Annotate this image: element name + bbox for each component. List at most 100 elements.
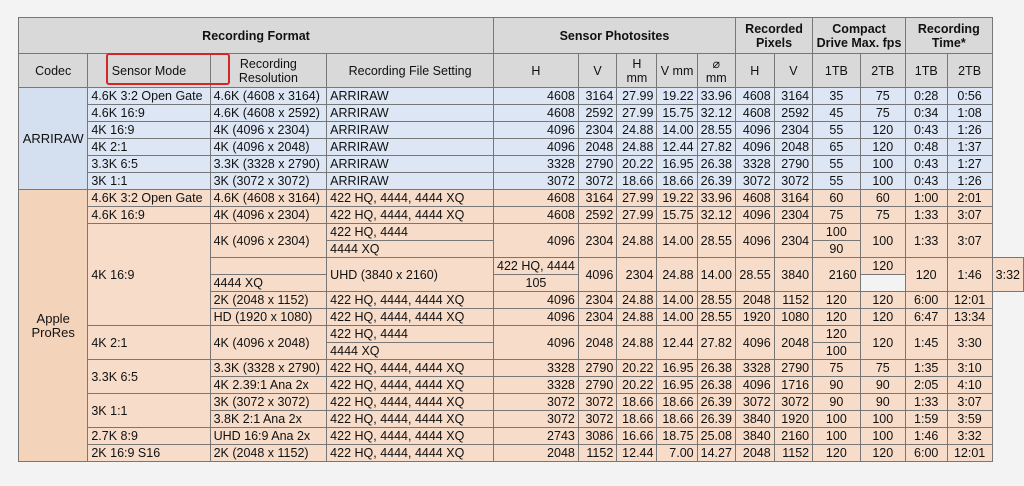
time-1tb-cell: 1:33	[904, 206, 948, 224]
photosites-v-mm-cell: 15.75	[656, 104, 698, 122]
sensor-mode-cell: 4K 16:9	[87, 121, 211, 139]
table-row: ARRIRAW 4.6K 3:2 Open Gate 4.6K (4608 x 31…	[17, 87, 1024, 190]
time-2tb-cell: 3:10	[946, 359, 993, 377]
time-2tb-cell: 3:30	[946, 325, 993, 360]
pixels-v-cell: 3164	[773, 189, 814, 207]
table-row: 4K 2:1 4K (4096 x 2048) ARRIRAW 4096 2048 24.…	[19, 138, 1024, 156]
fps-2tb-cell: 90	[859, 376, 906, 394]
time-2tb-cell: 3:07	[946, 206, 993, 224]
photosites-h-cell: 4608	[493, 87, 579, 105]
photosites-h-cell: 2048	[493, 444, 579, 462]
recording-resolution-cell: 4K 2.39:1 Ana 2x	[209, 376, 328, 394]
sensor-mode-cell: 4K 2:1	[87, 325, 211, 360]
fps-1tb-cell: 90	[812, 376, 861, 394]
photosites-h-cell: 4096	[493, 223, 579, 258]
sensor-mode-header: Sensor Mode	[87, 53, 211, 88]
photosites-diameter-cell: 26.38	[696, 155, 736, 173]
table-row: 4444 XQ 100	[19, 342, 1024, 360]
pixels-v-cell: 2790	[773, 155, 814, 173]
photosites-h-cell: 4096	[493, 138, 579, 156]
codec-apple-prores: Apple ProRes	[17, 189, 89, 462]
photosites-v-mm-cell: 14.00	[656, 291, 698, 309]
photosites-h-mm-cell: 20.22	[616, 155, 658, 173]
photosites-h-mm-cell: 24.88	[616, 325, 658, 360]
file-setting-cell: 4444 XQ	[326, 342, 495, 360]
time-1tb-cell: 1:59	[904, 410, 948, 428]
time-2tb-cell: 13:34	[946, 308, 993, 326]
pixels-h-cell: 4608	[734, 189, 775, 207]
recording-resolution-cell: UHD 16:9 Ana 2x	[209, 427, 328, 445]
time-1tb-cell: 6:00	[904, 444, 948, 462]
photosites-v-cell: 2304	[577, 308, 618, 326]
photosites-h-mm-cell: 18.66	[616, 393, 658, 411]
photosites-diameter-cell: 26.38	[696, 376, 736, 394]
recording-resolution-cell: 4K (4096 x 2048)	[209, 325, 328, 360]
fps-2tb-cell: 120	[859, 325, 906, 360]
pixels-v-header: V	[773, 53, 814, 88]
time-2tb-cell: 2:01	[946, 189, 993, 207]
table-row: UHD (3840 x 2160) 422 HQ, 4444 4096 2304 24.…	[19, 257, 1024, 292]
file-setting-cell: ARRIRAW	[326, 87, 495, 105]
photosites-v-mm-cell: 18.75	[656, 427, 698, 445]
codec-arriraw: ARRIRAW	[17, 87, 89, 190]
photosites-h-cell: 3072	[493, 393, 579, 411]
photosites-v-cell: 2592	[577, 206, 618, 224]
recording-resolution-cell: 2K (2048 x 1152)	[209, 444, 328, 462]
recording-resolution-cell: HD (1920 x 1080)	[209, 308, 328, 326]
photosites-h-mm-cell: 24.88	[616, 121, 658, 139]
time-1tb-cell: 0:28	[904, 87, 948, 105]
photosites-h-cell: 3328	[493, 359, 579, 377]
photosites-v-mm-header: V mm	[656, 53, 698, 88]
pixels-v-cell: 2790	[773, 359, 814, 377]
fps-2tb-header: 2TB	[859, 53, 906, 88]
fps-1tb-cell: 55	[812, 172, 861, 190]
fps-1tb-cell: 75	[812, 206, 861, 224]
photosites-diameter-cell: 27.82	[696, 138, 736, 156]
recording-time-header: Recording Time*	[904, 17, 993, 54]
pixels-v-cell: 1152	[773, 444, 814, 462]
sensor-mode-cell: 4.6K 3:2 Open Gate	[87, 87, 211, 105]
photosites-h-cell: 4608	[493, 104, 579, 122]
photosites-v-cell: 2592	[577, 104, 618, 122]
time-1tb-cell: 6:47	[904, 308, 948, 326]
fps-1tb-cell: 60	[812, 189, 861, 207]
fps-1tb-cell: 90	[812, 240, 861, 258]
pixels-v-cell: 2048	[773, 325, 814, 360]
pixels-v-cell: 2592	[773, 104, 814, 122]
photosites-h-cell: 4096	[493, 325, 579, 360]
time-1tb-cell: 1:46	[904, 427, 948, 445]
time-2tb-cell: 3:07	[946, 223, 993, 258]
photosites-h-mm-cell: 24.88	[656, 257, 698, 292]
file-setting-cell: 422 HQ, 4444, 4444 XQ	[326, 189, 495, 207]
pixels-v-cell: 1716	[773, 376, 814, 394]
recording-resolution-cell: 4K (4096 x 2304)	[209, 206, 328, 224]
photosites-v-cell: 3086	[577, 427, 618, 445]
pixels-h-cell: 2048	[734, 291, 775, 309]
fps-2tb-cell: 120	[859, 291, 906, 309]
pixels-v-cell: 2048	[773, 138, 814, 156]
fps-1tb-cell: 120	[859, 257, 906, 275]
time-1tb-cell: 1:33	[904, 223, 948, 258]
pixels-h-cell: 4096	[734, 206, 775, 224]
time-2tb-cell: 4:10	[946, 376, 993, 394]
sensor-photosites-header: Sensor Photosites	[493, 17, 736, 54]
fps-1tb-cell: 55	[812, 121, 861, 139]
photosites-h-mm-cell: 27.99	[616, 87, 658, 105]
fps-2tb-cell: 90	[859, 393, 906, 411]
codec-header: Codec	[17, 53, 89, 88]
pixels-v-cell: 3164	[773, 87, 814, 105]
photosites-v-mm-cell: 19.22	[656, 87, 698, 105]
photosites-diameter-cell: 28.55	[696, 308, 736, 326]
time-1tb-cell: 0:34	[904, 104, 948, 122]
pixels-h-cell: 4096	[734, 121, 775, 139]
fps-2tb-cell: 100	[859, 410, 906, 428]
pixels-v-cell: 1152	[773, 291, 814, 309]
photosites-diameter-cell: 26.38	[696, 359, 736, 377]
pixels-h-cell: 2048	[734, 444, 775, 462]
photosites-v-mm-cell: 14.00	[656, 308, 698, 326]
photosites-h-mm-cell: 24.88	[616, 308, 658, 326]
file-setting-cell: 422 HQ, 4444, 4444 XQ	[326, 291, 495, 309]
compact-drive-header: Compact Drive Max. fps	[812, 17, 906, 54]
fps-1tb-cell: 100	[812, 427, 861, 445]
photosites-h-cell: 4096	[493, 308, 579, 326]
